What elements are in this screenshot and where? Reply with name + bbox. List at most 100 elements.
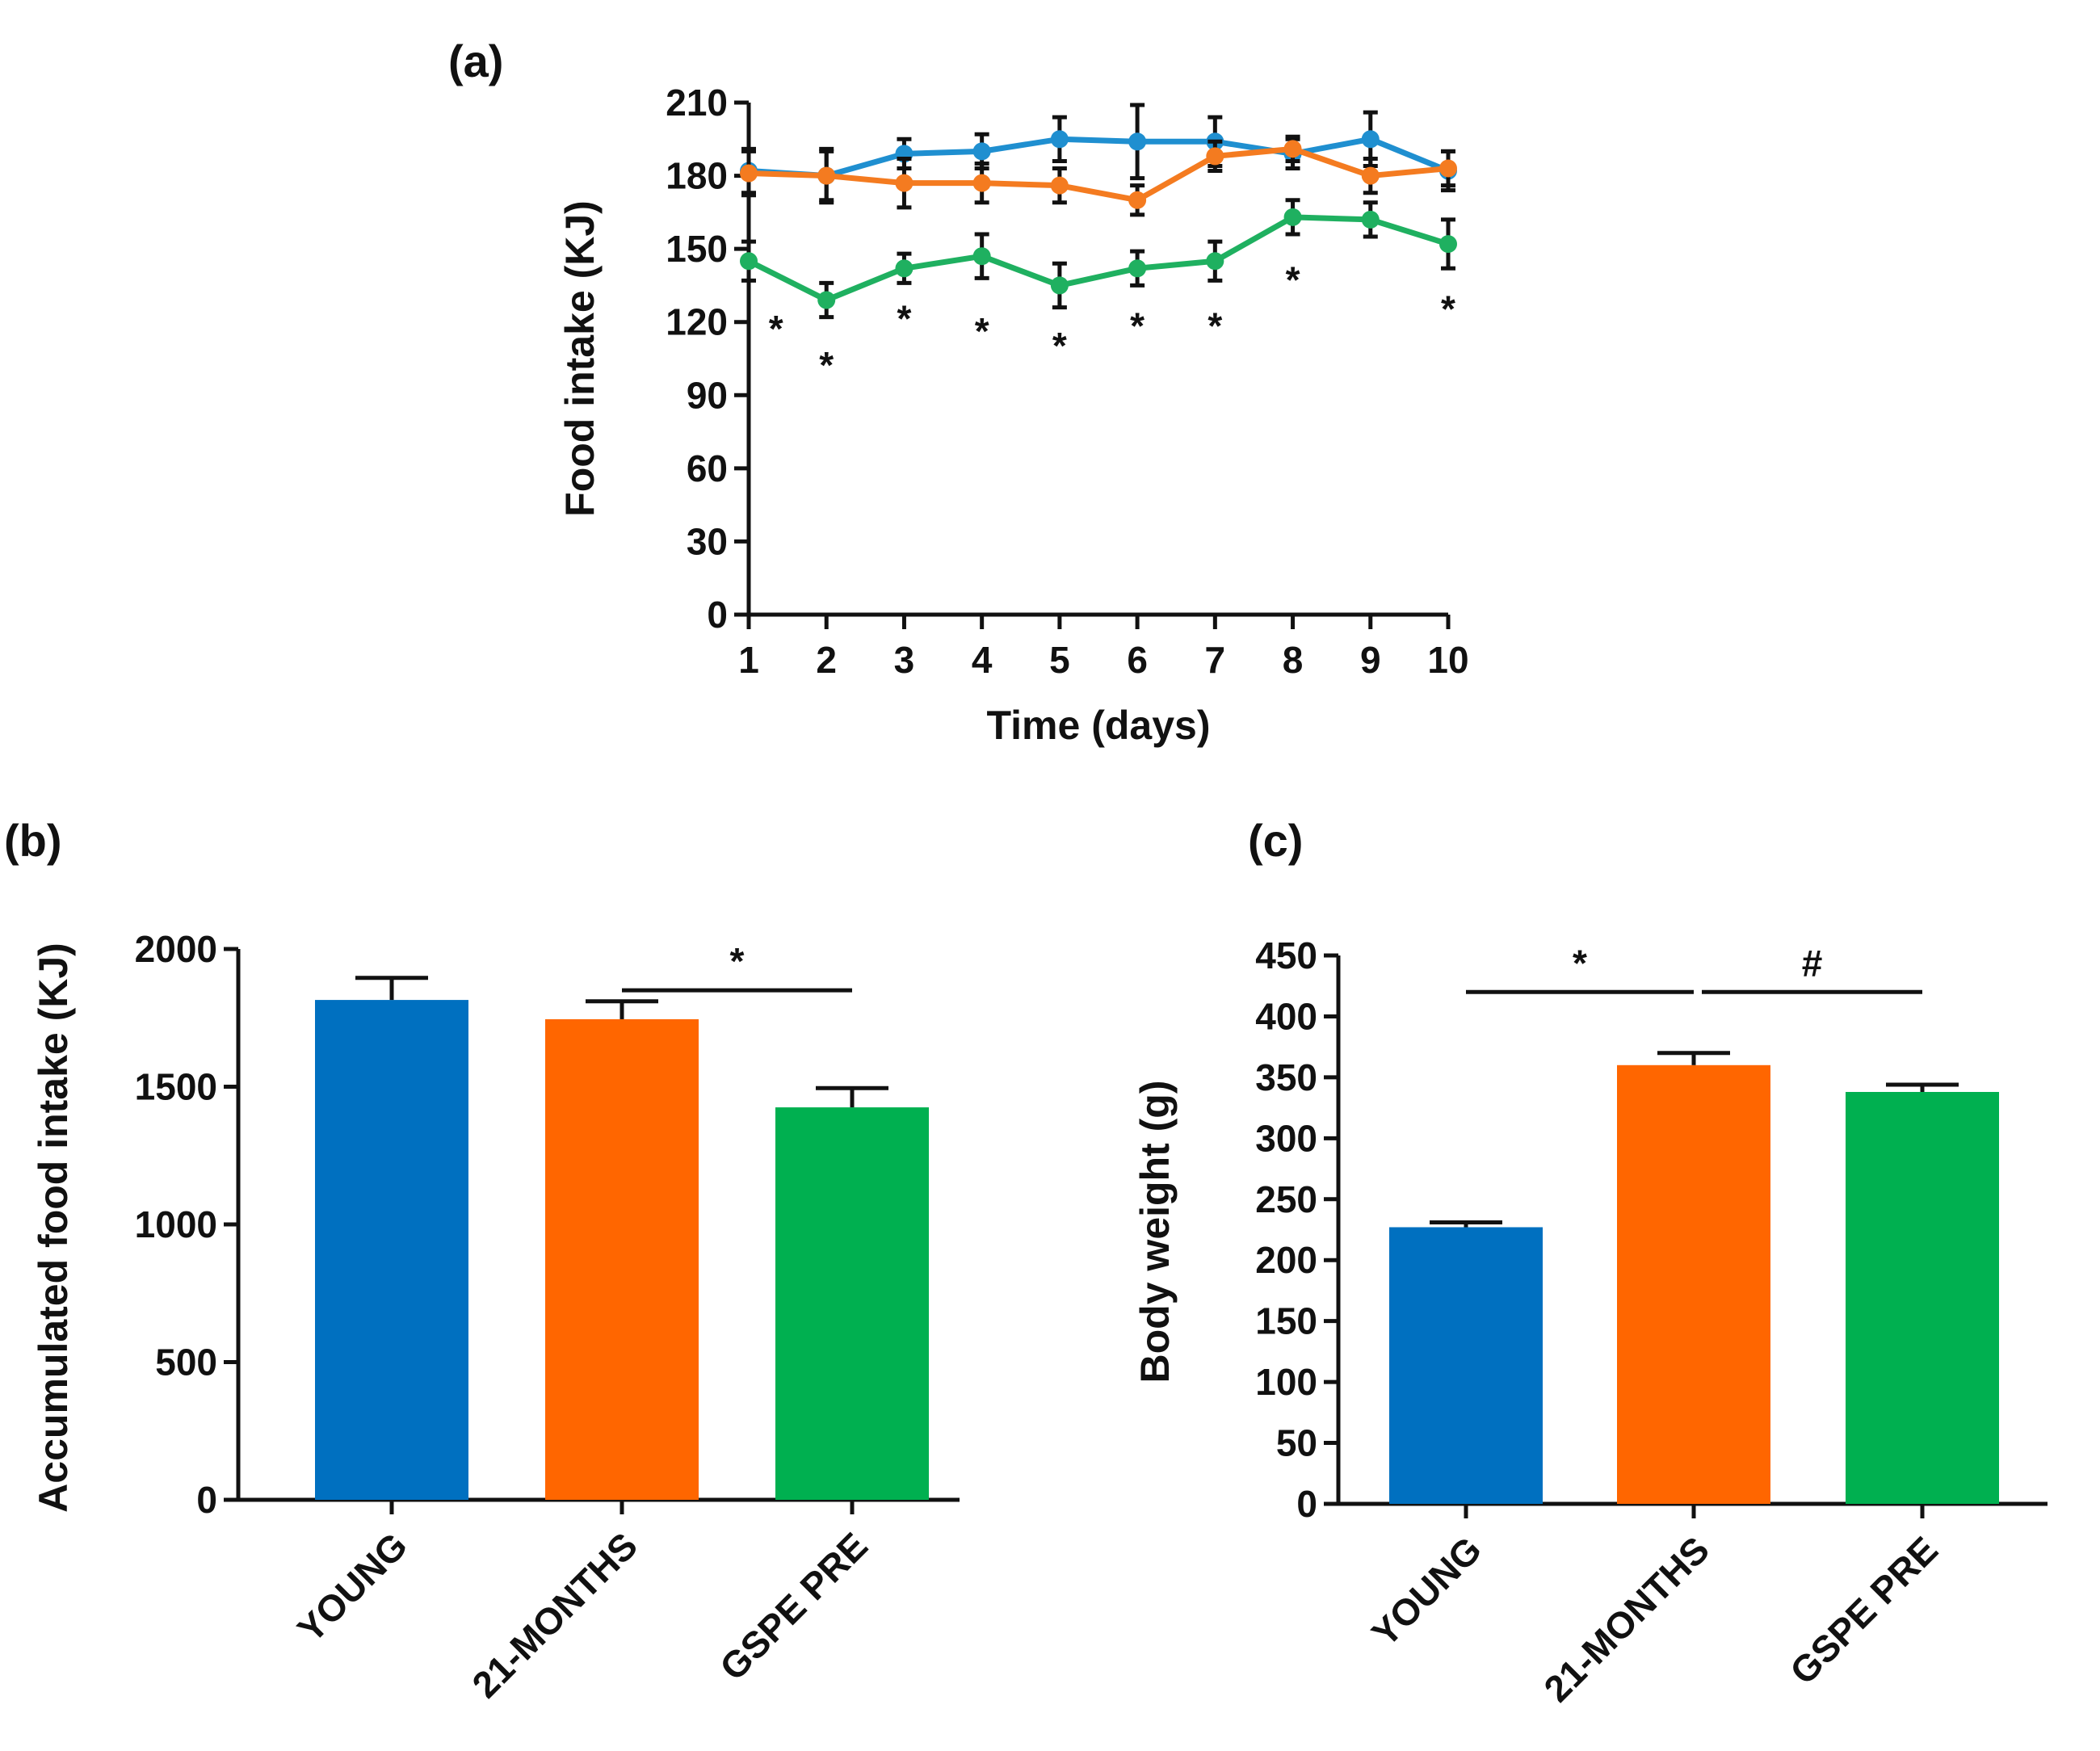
x-tick-label: 6 — [1127, 639, 1148, 681]
y-tick-label: 1500 — [135, 1066, 217, 1108]
y-tick-label: 150 — [666, 228, 728, 270]
x-tick-label: 4 — [972, 639, 993, 681]
panel-a-label: (a) — [448, 36, 503, 86]
series-line — [747, 214, 1450, 304]
significance-star: * — [769, 308, 783, 350]
series-line — [748, 136, 1450, 179]
y-tick-label: 0 — [1296, 1483, 1317, 1525]
data-point — [1439, 235, 1457, 254]
significance-star: * — [1052, 325, 1067, 367]
panel-a-y-ticks: 0 30 60 90 120 150 180 210 — [666, 82, 749, 636]
panel-a-annotations: * * * * * * * * * — [769, 258, 1455, 386]
data-point — [1050, 176, 1069, 195]
panel-a-series — [740, 103, 1457, 320]
x-tick-label: 3 — [894, 639, 915, 681]
significance-star: * — [1208, 305, 1222, 347]
bar — [545, 1018, 699, 1500]
y-tick-label: 300 — [1255, 1117, 1317, 1159]
x-tick-label: 7 — [1205, 639, 1226, 681]
data-point — [1128, 259, 1147, 278]
panel-b: (b) 0 500 1000 1500 2000 Accumulated food in… — [4, 815, 960, 1706]
y-tick-label: 0 — [196, 1479, 217, 1521]
data-point — [740, 164, 758, 183]
data-point — [1283, 208, 1302, 226]
panel-a-y-axis-label: Food intake (KJ) — [557, 200, 603, 517]
y-tick-label: 100 — [1255, 1361, 1317, 1403]
panel-c-significance: * # — [1466, 942, 1922, 994]
y-tick-label: 180 — [666, 155, 728, 197]
bar — [315, 1000, 468, 1500]
data-point — [1128, 191, 1147, 209]
y-tick-label: 150 — [1255, 1300, 1317, 1342]
panel-c-label: (c) — [1248, 815, 1303, 866]
data-point — [972, 247, 991, 266]
panel-c-bars — [1389, 1051, 1999, 1504]
panel-c: (c) 0 50 100 150 200 250 300 350 400 450 Body wei… — [1132, 815, 2048, 1710]
data-point — [972, 142, 991, 161]
y-tick-label: 0 — [707, 594, 728, 636]
y-tick-label: 400 — [1255, 995, 1317, 1037]
y-tick-label: 2000 — [135, 928, 217, 970]
data-point — [1206, 147, 1224, 166]
x-tick-label: 21-MONTHS — [464, 1524, 645, 1706]
y-tick-label: 210 — [666, 82, 728, 124]
bar — [1617, 1064, 1770, 1504]
significance-star: * — [1441, 288, 1455, 330]
y-tick-label: 120 — [666, 301, 728, 343]
series-line — [748, 145, 1449, 204]
panel-c-y-ticks: 0 50 100 150 200 250 300 350 400 450 — [1255, 934, 1338, 1525]
significance-star: * — [975, 310, 989, 352]
x-tick-label: 21-MONTHS — [1535, 1528, 1717, 1710]
significance-symbol: * — [1573, 942, 1587, 984]
data-point — [972, 174, 991, 192]
x-tick-label: 1 — [738, 639, 759, 681]
panel-b-significance: * — [622, 940, 852, 993]
x-tick-label: 10 — [1427, 639, 1468, 681]
bar — [1389, 1227, 1543, 1504]
data-point — [1361, 166, 1380, 185]
bar — [775, 1107, 929, 1500]
x-tick-label: GSPE PRE — [1782, 1528, 1946, 1692]
panel-b-x-ticks: YOUNG 21-MONTHS GSPE PRE — [289, 1500, 876, 1706]
data-point — [1050, 276, 1069, 295]
data-point — [740, 252, 758, 271]
data-point — [1206, 252, 1224, 271]
x-tick-label: YOUNG — [289, 1524, 415, 1650]
data-point — [1283, 140, 1302, 158]
significance-symbol: # — [1802, 942, 1823, 984]
y-tick-label: 500 — [155, 1342, 217, 1384]
panel-b-label: (b) — [4, 815, 62, 866]
x-tick-label: 2 — [816, 639, 837, 681]
y-tick-label: 250 — [1255, 1178, 1317, 1220]
data-point — [1361, 130, 1380, 149]
significance-star: * — [897, 298, 911, 340]
panel-b-bars — [315, 976, 929, 1500]
data-point — [895, 174, 914, 192]
x-tick-label: GSPE PRE — [712, 1524, 876, 1688]
y-tick-label: 1000 — [135, 1203, 217, 1245]
y-tick-label: 350 — [1255, 1056, 1317, 1098]
panel-a-x-axis-label: Time (days) — [987, 703, 1211, 748]
bar — [1846, 1091, 1999, 1504]
data-point — [817, 291, 836, 309]
y-tick-label: 50 — [1276, 1422, 1317, 1464]
x-tick-label: YOUNG — [1363, 1528, 1489, 1654]
panel-c-y-axis-label: Body weight (g) — [1132, 1081, 1178, 1384]
panel-c-x-ticks: YOUNG 21-MONTHS GSPE PRE — [1363, 1504, 1946, 1710]
panel-b-y-ticks: 0 500 1000 1500 2000 — [135, 928, 238, 1521]
x-tick-label: 8 — [1283, 639, 1304, 681]
y-tick-label: 90 — [687, 374, 728, 416]
x-tick-label: 5 — [1049, 639, 1070, 681]
data-point — [895, 259, 914, 278]
significance-star: * — [1130, 305, 1144, 347]
panel-b-y-axis-label: Accumulated food intake (KJ) — [31, 943, 76, 1513]
significance-star: * — [819, 344, 834, 386]
significance-symbol: * — [730, 940, 745, 982]
data-point — [817, 166, 836, 185]
x-tick-label: 9 — [1360, 639, 1381, 681]
data-point — [1361, 210, 1380, 229]
data-point — [1128, 132, 1147, 151]
data-point — [1439, 159, 1457, 178]
panel-a: (a) 0 30 60 90 120 150 180 210 1 2 3 4 5 6 7 8 9 10 Food… — [448, 36, 1469, 748]
